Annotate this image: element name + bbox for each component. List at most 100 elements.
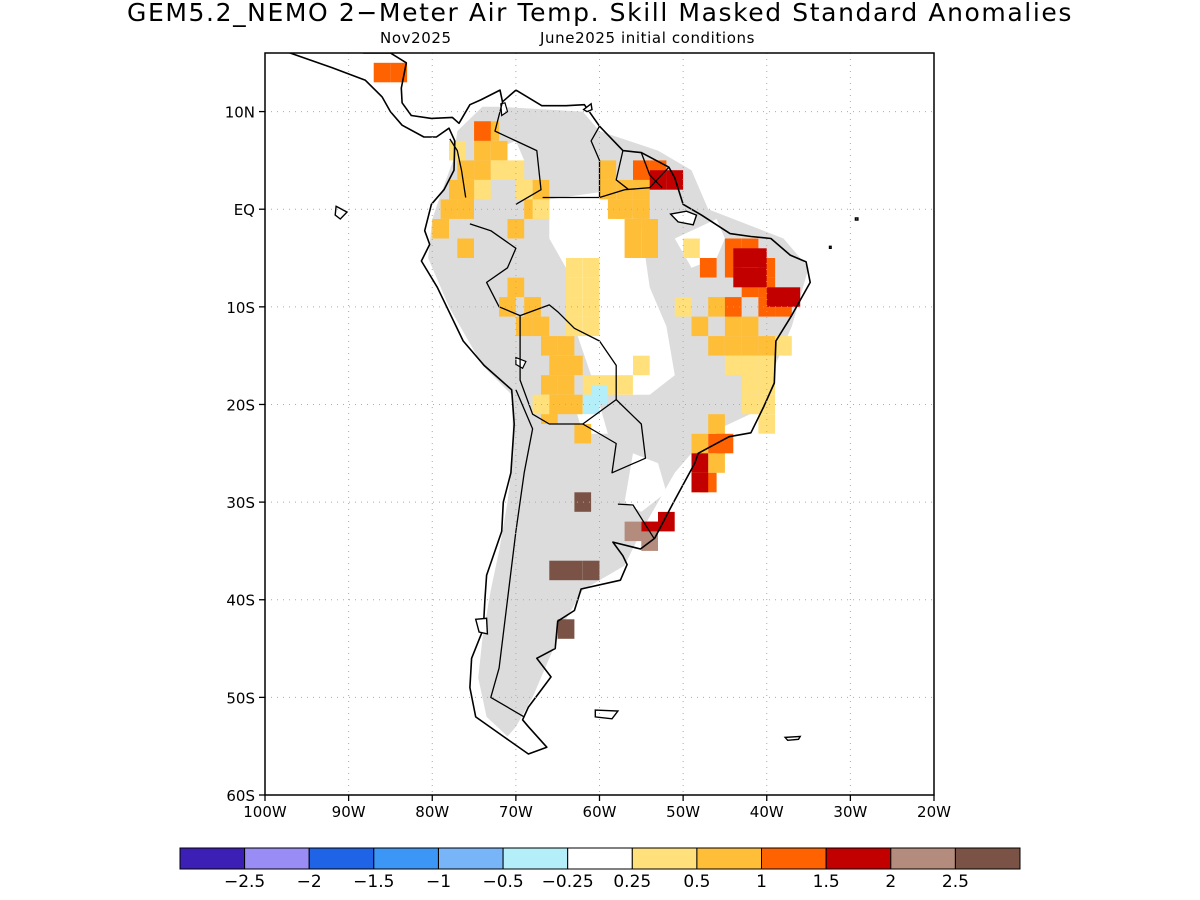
anomaly-cell <box>691 472 709 493</box>
anomaly-cell <box>708 453 725 473</box>
lat-tick-label: 50S <box>226 689 255 707</box>
colorbar-swatch <box>308 847 375 870</box>
anomaly-cell <box>724 355 742 376</box>
colorbar-swatch <box>825 847 892 870</box>
anomaly-cell <box>566 297 583 317</box>
anomaly-cell <box>507 160 525 180</box>
country-border <box>490 389 534 718</box>
anomaly-cell <box>582 394 600 415</box>
anomaly-cell <box>724 316 742 337</box>
colorbar-label: 1.5 <box>813 872 840 892</box>
anomaly-cell <box>549 560 566 581</box>
colorbar-label: −0.5 <box>482 872 523 892</box>
country-border <box>494 101 542 205</box>
anomaly-cell <box>741 316 759 337</box>
lon-tick-label: 30W <box>833 803 867 821</box>
anomaly-cell <box>449 179 466 200</box>
colorbar-label: 0.5 <box>683 872 710 892</box>
anomaly-cell <box>691 316 709 337</box>
colorbar-swatch <box>244 847 310 870</box>
colorbar-swatch <box>631 847 698 870</box>
anomaly-cell <box>474 140 491 161</box>
lat-tick-label: EQ <box>234 201 255 219</box>
anomaly-cell <box>373 62 391 83</box>
country-border <box>449 138 467 198</box>
colorbar-label: 0.25 <box>613 872 651 892</box>
anomaly-cell <box>658 511 675 532</box>
anomaly-cell <box>566 560 583 581</box>
map-title: GEM5.2_NEMO 2−Meter Air Temp. Skill Mask… <box>126 0 1073 27</box>
anomaly-cell <box>515 316 533 337</box>
anomaly-cell <box>566 277 583 298</box>
coastline <box>288 53 811 755</box>
country-border <box>640 152 663 189</box>
colorbar-swatch <box>954 847 1021 870</box>
anomaly-cell <box>741 375 759 395</box>
anomaly-cell <box>457 160 474 180</box>
anomaly-cell <box>599 160 617 180</box>
colorbar-swatch <box>179 847 246 870</box>
anomaly-cell <box>524 297 541 317</box>
anomaly-cell <box>490 160 508 180</box>
anomaly-cell <box>708 336 725 356</box>
anomaly-cell <box>440 199 458 219</box>
colorbar-swatch <box>761 847 827 870</box>
anomaly-cell <box>641 219 658 239</box>
colorbar-label: 1 <box>756 872 767 892</box>
colorbar-label: −2.5 <box>224 872 265 892</box>
anomaly-cell <box>607 199 625 219</box>
island-outline <box>594 709 620 720</box>
anomaly-cell <box>557 619 575 639</box>
initial-conditions-label: June2025 initial conditions <box>540 29 755 47</box>
anomaly-cell <box>708 414 725 434</box>
colorbar: −2.5 −2 −1.5 −1 −0.5 −0.25 0.25 0.5 1 1.5 2 2.5 <box>179 847 1021 892</box>
colorbar-swatch <box>567 847 633 870</box>
forecast-month: Nov2025 <box>380 29 452 47</box>
lake-outline <box>515 356 527 370</box>
anomaly-cell <box>582 560 600 581</box>
colorbar-label: −1.5 <box>353 872 394 892</box>
anomaly-cell <box>616 375 633 395</box>
island-outline <box>334 205 349 220</box>
lon-tick-label: 50W <box>666 803 700 821</box>
anomaly-cell <box>490 140 508 161</box>
anomaly-cell <box>750 248 767 268</box>
anomaly-cell <box>724 336 742 356</box>
anomaly-cell <box>758 336 776 356</box>
anomaly-cell <box>566 355 583 376</box>
anomaly-cell <box>566 316 583 337</box>
no-skill-area <box>449 219 500 239</box>
anomaly-cell <box>566 258 583 278</box>
anomaly-cell <box>633 179 650 200</box>
lat-tick-label: 40S <box>226 592 255 610</box>
anomaly-cell <box>566 394 583 415</box>
anomaly-cell <box>624 238 642 258</box>
colorbar-swatch <box>696 847 763 870</box>
lon-tick-label: 70W <box>499 803 533 821</box>
country-border <box>542 166 670 199</box>
anomaly-cell <box>741 355 759 376</box>
island-outline <box>539 29 552 35</box>
country-border <box>519 304 617 425</box>
country-border <box>582 399 647 474</box>
colorbar-label: 2.5 <box>942 872 969 892</box>
anomaly-cell <box>557 336 575 356</box>
colorbar-label: −1 <box>426 872 451 892</box>
lake-outline <box>500 102 509 117</box>
near-normal-area <box>549 189 675 395</box>
anomaly-cell <box>674 297 692 317</box>
anomaly-cell <box>766 287 784 307</box>
anomaly-cell <box>775 336 792 356</box>
anomaly-cell <box>582 316 600 337</box>
lon-tick-label: 90W <box>332 803 366 821</box>
anomaly-cell <box>532 199 550 219</box>
lon-tick-label: 100W <box>243 803 287 821</box>
lon-tick-label: 80W <box>415 803 449 821</box>
anomaly-cell <box>633 199 650 219</box>
anomaly-cell <box>633 355 650 376</box>
island-outline <box>582 102 593 113</box>
country-border <box>617 503 655 539</box>
anomaly-cell <box>574 492 592 512</box>
colorbar-swatch <box>502 847 569 870</box>
